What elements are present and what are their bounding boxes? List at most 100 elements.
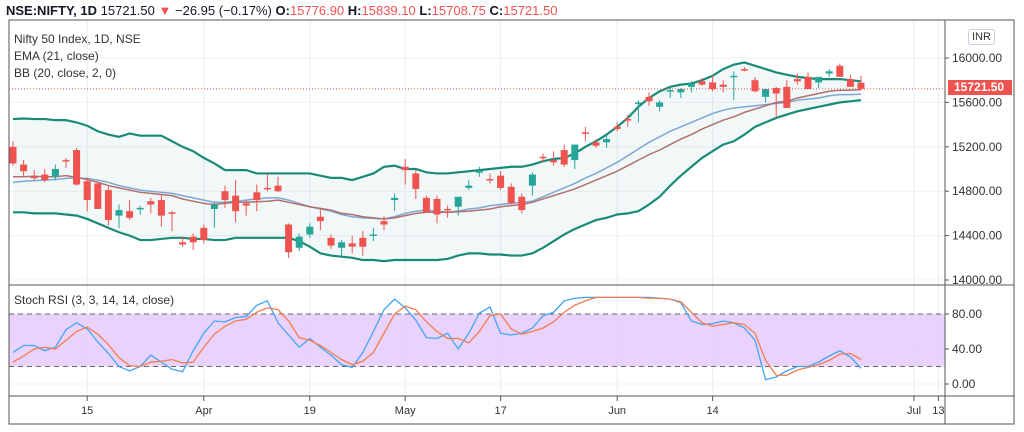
candle-body: [51, 169, 59, 177]
candle: [475, 166, 483, 177]
candle: [624, 114, 632, 127]
candle-body: [444, 208, 452, 211]
candle-body: [497, 175, 505, 188]
candle: [518, 193, 526, 214]
candle-body: [507, 186, 515, 204]
candle-body: [73, 150, 81, 185]
candle: [94, 181, 102, 209]
open-label: O:: [275, 3, 290, 18]
candle: [51, 164, 59, 181]
candle-body: [709, 82, 717, 90]
candle: [9, 141, 17, 166]
candle: [666, 87, 674, 98]
x-tick-label: 19: [304, 405, 316, 417]
candle-body: [422, 197, 430, 213]
candle-body: [740, 69, 748, 71]
candle-body: [687, 83, 695, 87]
candle-body: [147, 201, 155, 205]
candle-body: [126, 211, 134, 218]
candle-body: [603, 139, 611, 143]
candle-body: [263, 187, 271, 190]
candle: [306, 223, 314, 238]
candle: [444, 205, 452, 218]
candle: [189, 233, 197, 251]
symbol-header: NSE:NIFTY, 1D 15721.50 ▼ −26.95 (−0.17%)…: [6, 3, 557, 18]
candle: [465, 180, 473, 191]
candle: [168, 211, 176, 232]
x-tick-label: 15: [81, 405, 93, 417]
candle: [210, 202, 218, 228]
candle: [677, 87, 685, 98]
candle: [327, 234, 335, 249]
x-tick-label: 13: [932, 405, 944, 417]
y-tick-label: 15200.00: [952, 140, 1002, 154]
candle: [687, 81, 695, 93]
candle-body: [528, 174, 536, 186]
candle: [528, 172, 536, 196]
candle: [709, 75, 717, 92]
candle-body: [560, 150, 568, 165]
candle-body: [656, 102, 664, 107]
candle-body: [634, 102, 642, 104]
candle-body: [41, 174, 49, 181]
candle: [274, 176, 282, 193]
candle: [263, 173, 271, 192]
candle-body: [62, 160, 70, 162]
candle-body: [412, 173, 420, 189]
candle: [401, 159, 409, 185]
candle-body: [719, 84, 727, 87]
candle: [730, 71, 738, 101]
candle: [295, 233, 303, 252]
candle-body: [200, 227, 208, 241]
x-tick-label: Jul: [907, 405, 921, 417]
high-label: H:: [347, 3, 362, 18]
candle-body: [475, 171, 483, 173]
candle-body: [698, 81, 706, 85]
close-value: 15721.50: [503, 3, 558, 18]
candle-body: [221, 191, 229, 201]
bb-lower-line: [13, 99, 862, 263]
candle-body: [613, 126, 621, 130]
candle-body: [189, 236, 197, 243]
last-price: 15721.50: [100, 3, 155, 18]
candle-body: [793, 79, 801, 82]
candle-body: [83, 181, 91, 201]
legend-title: Nifty 50 Index, 1D, NSE: [14, 32, 141, 46]
candle: [136, 205, 144, 215]
candle-body: [30, 176, 38, 179]
y-tick-label: 14400.00: [952, 229, 1002, 243]
candle: [348, 235, 356, 254]
candle-body: [454, 196, 462, 207]
candle: [115, 204, 123, 228]
candle-body: [518, 196, 526, 211]
y-tick-label: 14800.00: [952, 184, 1002, 198]
candle: [232, 180, 240, 223]
candle-body: [104, 190, 112, 221]
last-price-tag: 15721.50: [948, 80, 1012, 95]
candle-body: [846, 79, 854, 87]
candle: [815, 76, 823, 88]
candle-body: [433, 198, 441, 215]
candle: [221, 185, 229, 208]
triangle-down-icon: ▼: [158, 3, 172, 18]
currency-badge[interactable]: INR: [968, 29, 995, 45]
legend-ema: EMA (21, close): [14, 49, 99, 63]
candle: [550, 151, 558, 166]
candle: [592, 139, 600, 148]
candle-body: [666, 90, 674, 92]
candle-body: [857, 82, 865, 89]
rsi-y-tick-label: 0.00: [952, 377, 976, 391]
candle: [242, 200, 250, 216]
candle-body: [783, 86, 791, 108]
candle: [422, 195, 430, 213]
y-tick-label: 15600.00: [952, 95, 1002, 109]
y-tick-label: 14000.00: [952, 273, 1002, 287]
rsi-band: [9, 314, 945, 367]
candle: [846, 74, 854, 87]
candle-body: [232, 195, 240, 212]
candle: [391, 193, 399, 212]
open-value: 15776.90: [289, 3, 345, 18]
candle: [359, 231, 367, 256]
